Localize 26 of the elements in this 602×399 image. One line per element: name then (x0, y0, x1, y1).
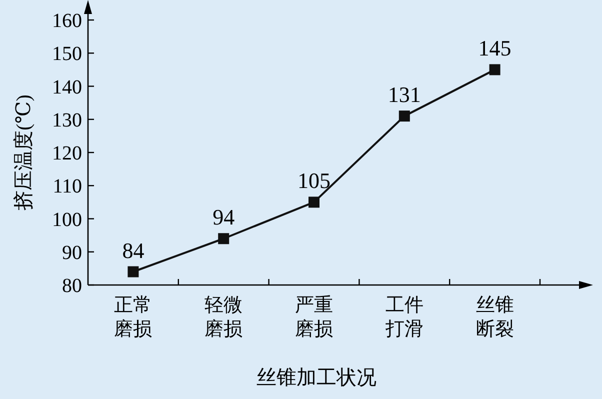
point (308, 196, 320, 208)
y-tick-label: 90 (62, 242, 82, 264)
y-tick-label: 160 (52, 10, 82, 32)
x-tick-label: 正常磨损 (114, 295, 152, 340)
point (489, 64, 500, 76)
y-tick-label: 130 (52, 109, 82, 132)
y-tick-label: 80 (62, 275, 82, 297)
data-label: 131 (388, 82, 421, 108)
data-label: 84 (122, 238, 144, 263)
x-axis-title: 丝锥加工状况 (256, 367, 376, 389)
point (218, 233, 230, 244)
y-tick-label: 100 (52, 208, 82, 231)
y-axis-title: 挤压温度(℃) (13, 94, 35, 210)
x-tick-label: 严重磨损 (295, 295, 333, 340)
point (398, 110, 410, 122)
y-tick-label: 120 (52, 142, 82, 164)
y-tick-label: 140 (52, 76, 82, 98)
data-label: 145 (478, 36, 512, 61)
point (128, 266, 139, 278)
data-label: 105 (298, 168, 330, 194)
x-tick-label: 丝锥断裂 (476, 295, 514, 340)
x-tick-label: 轻微磨损 (204, 295, 243, 340)
data-label: 94 (212, 204, 235, 230)
y-tick-label: 110 (52, 176, 82, 198)
x-tick-label: 工件打滑 (384, 295, 424, 340)
y-tick-label: 150 (52, 43, 82, 66)
